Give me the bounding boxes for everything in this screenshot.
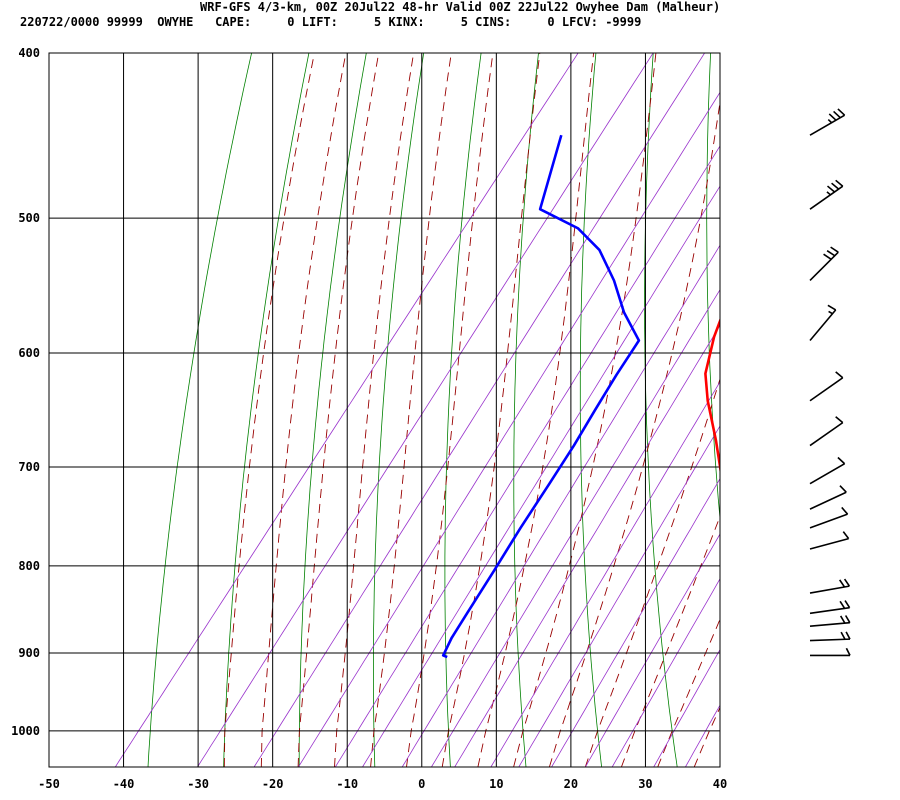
wind-barb-staff — [809, 638, 851, 642]
moist-adiabat-line — [731, 34, 900, 767]
temperature-tick-label: -30 — [187, 777, 209, 791]
dry-adiabat-line — [767, 34, 828, 767]
wind-barb-feather — [842, 531, 850, 540]
wind-barb-staff — [809, 513, 848, 529]
wind-barb-feather — [828, 310, 833, 315]
temperature-labels: -50 -40 -30 -20 -10 0 10 20 30 40 — [38, 777, 727, 791]
wind-barb-feather — [837, 456, 846, 465]
temperature-tick-label: 40 — [713, 777, 727, 791]
pressure-tick-label: 700 — [18, 460, 40, 474]
sounding-stats-line: 220722/0000 99999 OWYHE CAPE: 0 LIFT: 5 … — [20, 15, 642, 29]
wind-barb-feather — [827, 304, 837, 311]
wind-barb-feather — [833, 110, 841, 119]
wind-barb-staff — [809, 463, 846, 485]
wind-barb-feather — [839, 600, 846, 609]
temperature-profile-line — [704, 317, 720, 475]
temperature-tick-label: -10 — [336, 777, 358, 791]
pressure-tick-label: 400 — [18, 46, 40, 60]
wind-barb-feather — [839, 615, 846, 624]
dry-adiabat-line — [825, 34, 900, 767]
temperature-tick-label: -50 — [38, 777, 60, 791]
wind-barb-staff — [809, 421, 844, 447]
wind-barb-staff — [809, 185, 844, 210]
wind-barb-feather — [826, 185, 836, 193]
wind-barb-staff — [809, 251, 839, 282]
plot-frame — [48, 52, 721, 768]
mixing-ratio-line — [585, 533, 720, 767]
mixing-ratio-line — [490, 381, 720, 767]
wind-barb-feather — [835, 416, 844, 424]
wind-barb-feather — [828, 113, 837, 121]
wind-barb-feather — [844, 615, 851, 624]
mixing-ratio-line — [454, 324, 720, 767]
pressure-tick-label: 1000 — [11, 724, 40, 738]
wind-barb-feather — [831, 182, 840, 190]
chart-title: WRF-GFS 4/3-km, 00Z 20Jul22 48-hr Valid … — [200, 0, 721, 14]
pressure-tick-label: 800 — [18, 559, 40, 573]
moist-adiabat-line — [693, 706, 720, 767]
wind-barb-feather — [840, 631, 846, 640]
wind-barb-feather — [843, 578, 851, 587]
wind-barb-feather — [830, 246, 839, 253]
wind-barb-staff — [809, 377, 844, 402]
mixing-ratio-line — [431, 288, 720, 767]
wind-barb-feather — [826, 249, 836, 257]
wind-barb-feather — [844, 600, 851, 609]
temperature-tick-label: 0 — [418, 777, 425, 791]
wind-barb-feather — [837, 108, 846, 116]
dry-adiabat-line — [882, 34, 900, 767]
mixing-ratio-line — [611, 578, 720, 767]
wind-barb-feather — [823, 253, 832, 260]
wind-barb-feather — [835, 179, 844, 187]
wind-barb-feather — [845, 631, 851, 640]
wind-barb-staff — [809, 309, 837, 342]
wind-barbs — [809, 108, 851, 657]
grid-lines — [49, 53, 720, 767]
wind-barb-feather — [827, 118, 833, 124]
wind-barb-feather — [841, 506, 849, 515]
wind-barb-staff — [809, 585, 850, 594]
pressure-tick-label: 500 — [18, 211, 40, 225]
wind-barb-feather — [835, 371, 844, 379]
wind-barb-staff — [809, 491, 847, 510]
profile-lines — [441, 134, 720, 659]
wind-barb-feather — [839, 485, 847, 493]
mixing-ratio-line — [653, 648, 720, 767]
pressure-tick-label: 900 — [18, 646, 40, 660]
pressure-tick-label: 600 — [18, 346, 40, 360]
wind-barb-feather — [826, 191, 831, 196]
temperature-tick-label: -20 — [262, 777, 284, 791]
wind-barb-staff — [809, 537, 849, 550]
temperature-tick-label: 30 — [638, 777, 652, 791]
plot-area-background — [49, 53, 720, 767]
wind-barb-staff — [809, 114, 846, 136]
temperature-tick-label: 20 — [564, 777, 578, 791]
wind-barb-feather — [845, 647, 851, 656]
mixing-ratio-line — [518, 425, 720, 767]
mixing-ratio-line — [401, 244, 720, 767]
temperature-tick-label: 10 — [489, 777, 503, 791]
moist-adiabat-line — [513, 53, 657, 767]
wind-barb-staff — [809, 606, 850, 615]
dewpoint-profile-line — [441, 134, 641, 659]
pressure-labels: 400 500 600 700 800 900 1000 — [11, 46, 40, 738]
mixing-ratio-line — [551, 477, 720, 767]
wind-barb-feather — [839, 579, 846, 588]
wind-barb-staff — [809, 621, 850, 627]
temperature-tick-label: -40 — [113, 777, 135, 791]
